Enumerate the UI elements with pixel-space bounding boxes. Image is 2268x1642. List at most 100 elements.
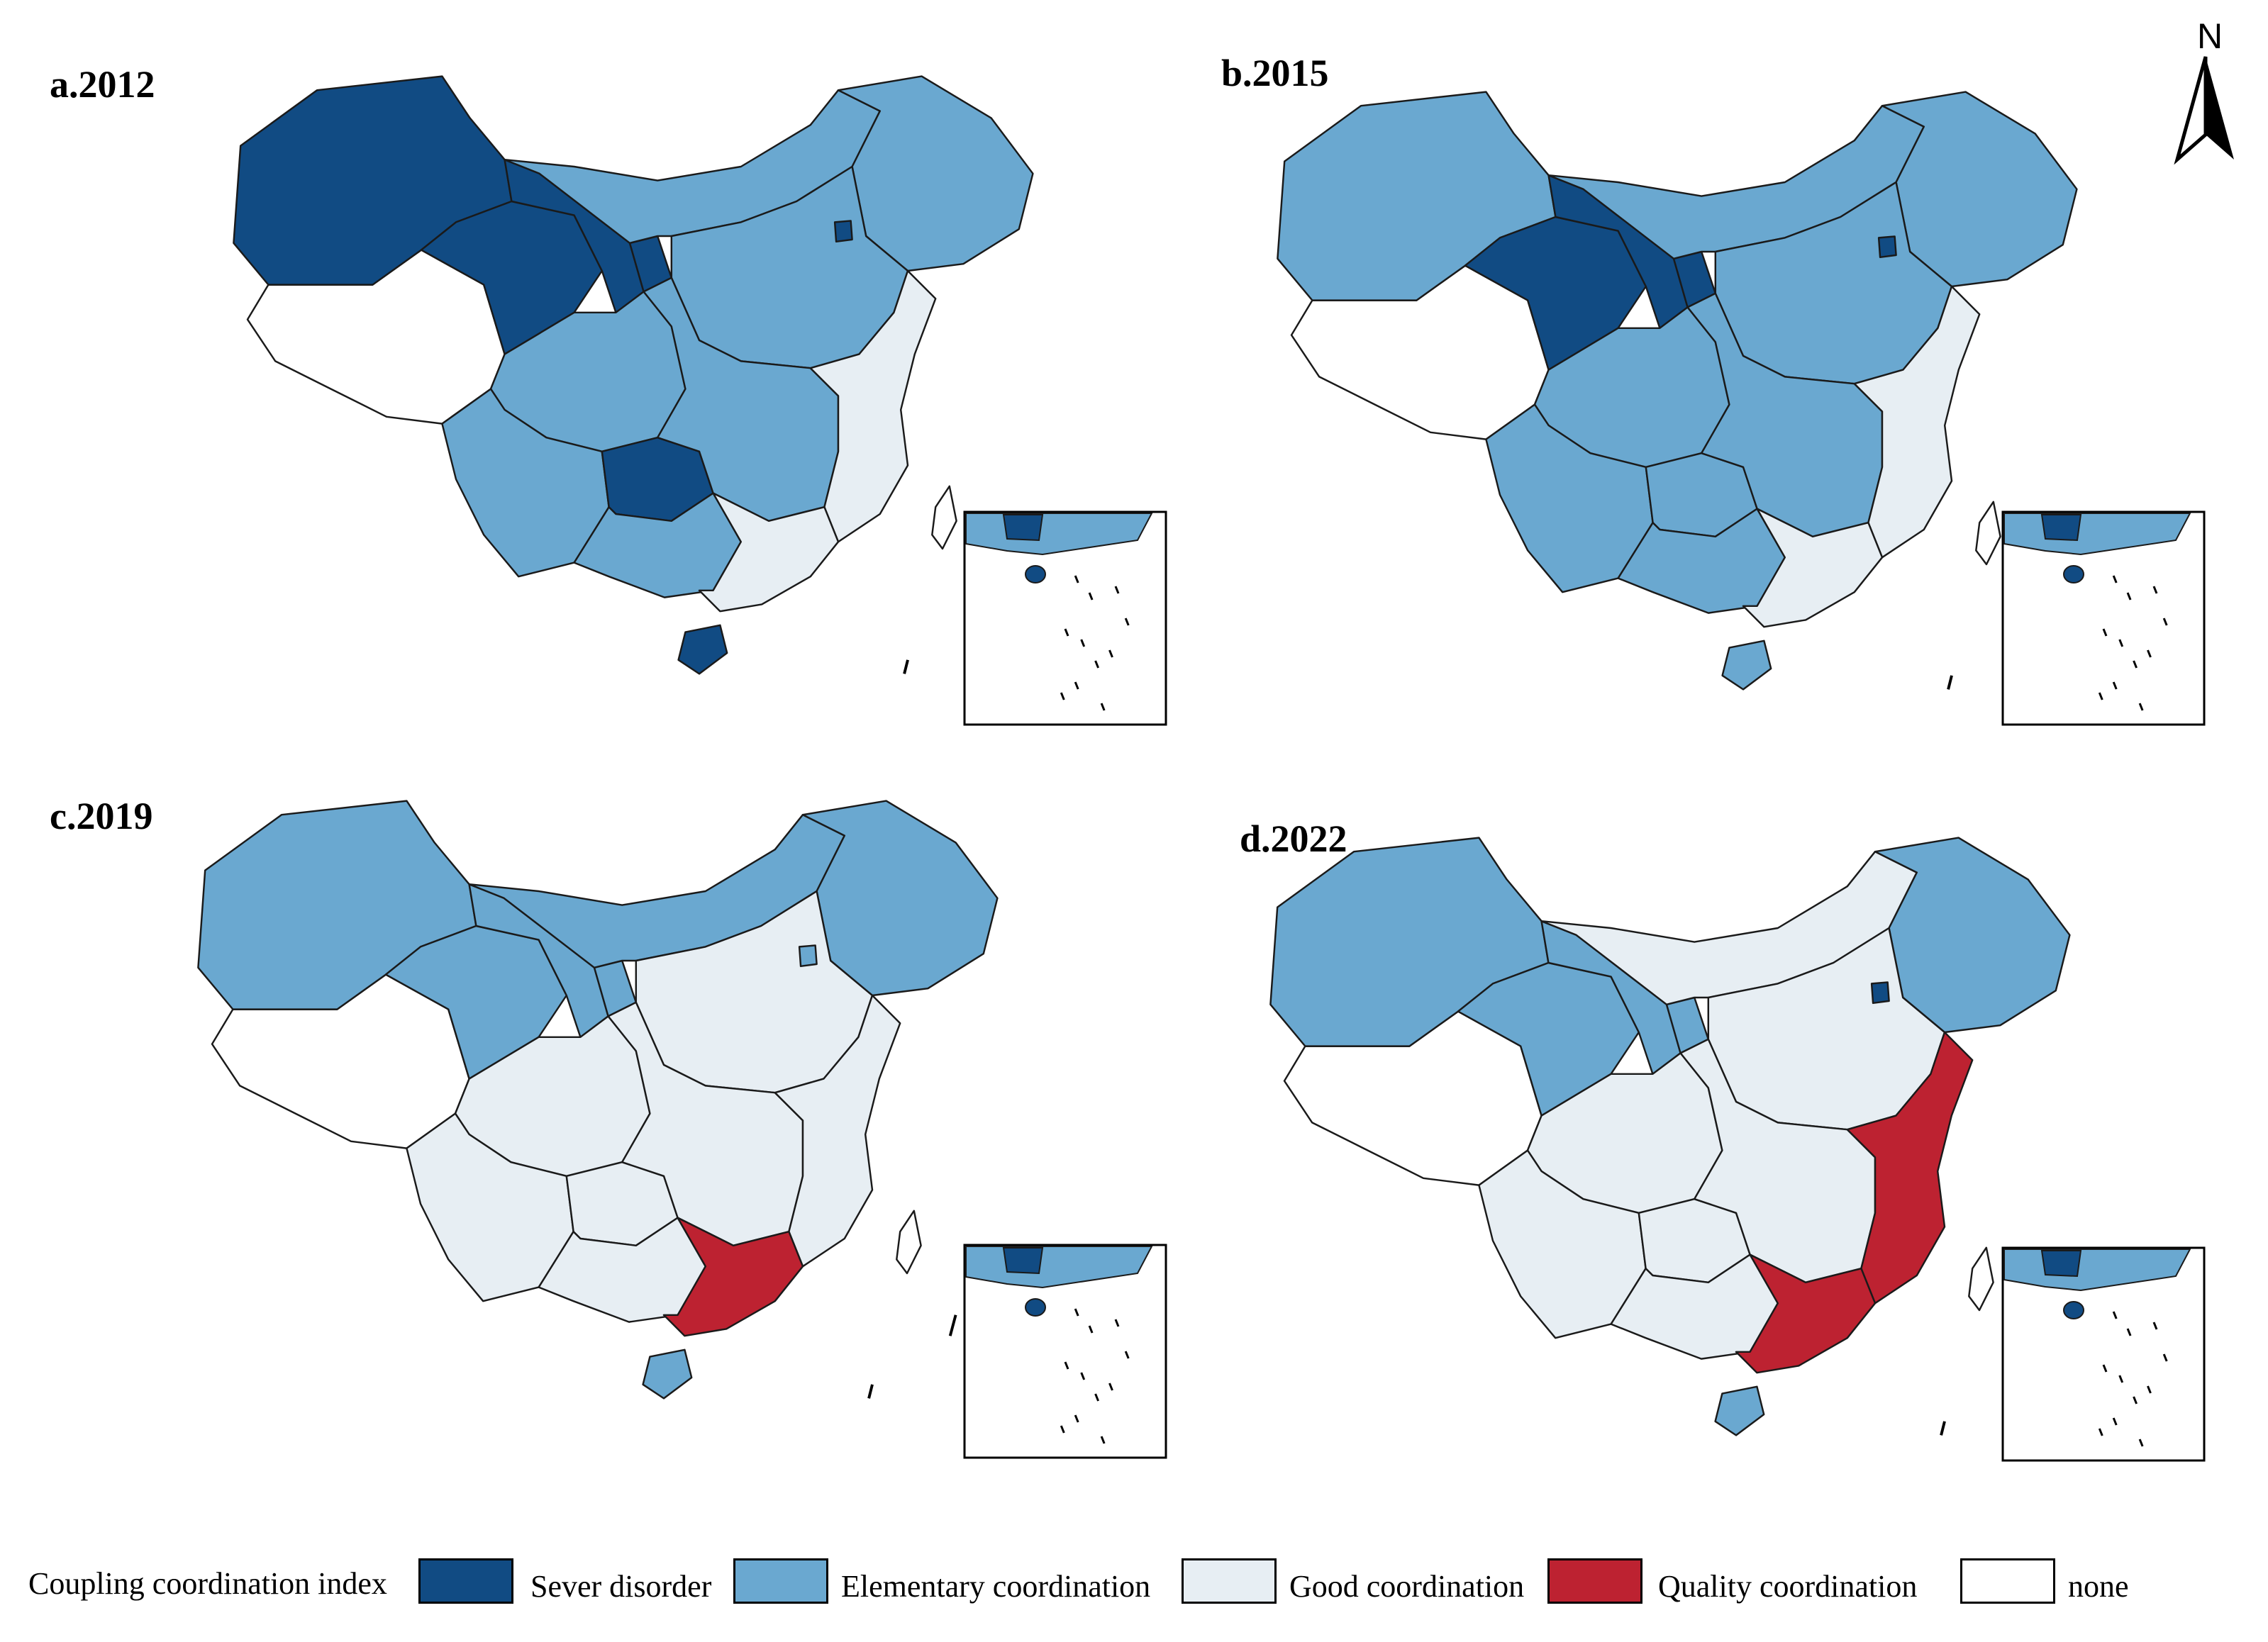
inset-island-mark [2102, 1364, 2108, 1373]
inset-island-mark [2112, 1311, 2118, 1319]
panel-title-b: b.2015 [1221, 52, 1329, 94]
legend-label-none: none [2068, 1569, 2129, 1604]
inset-hainan [2063, 565, 2084, 583]
region-beijing [1870, 981, 1890, 1005]
inset-island-mark [2133, 1396, 2138, 1404]
inset-island-mark [1088, 592, 1094, 601]
inset-region [1002, 514, 1044, 542]
inset-island-mark [2162, 618, 2168, 626]
region-eastcoast [809, 269, 937, 543]
inset-region [1002, 1247, 1044, 1275]
inset-island-mark [1074, 1414, 1079, 1423]
map-b [1277, 91, 2083, 691]
inset-island-mark [2162, 1353, 2168, 1362]
legend-title: Coupling coordination index [28, 1566, 387, 1601]
inset-island-mark [1094, 660, 1099, 669]
legend-swatch-quality [1547, 1558, 1642, 1604]
inset-island-mark [2133, 660, 2138, 669]
inset-island-mark [1088, 1325, 1094, 1334]
inset-island-mark [2112, 575, 2118, 583]
region-taiwan [1975, 501, 2001, 566]
region-guangdong [1742, 508, 1884, 628]
region-guangdong [698, 492, 840, 613]
inset-island-mark [1074, 575, 1079, 583]
inset-island-mark [1100, 1436, 1106, 1444]
legend-swatch-severe [418, 1558, 513, 1604]
inset-south-china-sea-a [963, 510, 1167, 726]
legend-swatch-none [1960, 1558, 2055, 1604]
region-hainan [642, 1348, 693, 1400]
panel-title-a: a.2012 [50, 63, 155, 106]
inset-island-mark [2152, 1322, 2158, 1330]
inset-hainan [1025, 1298, 1046, 1317]
inset-island-mark [2147, 649, 2152, 658]
inset-island-mark [1060, 692, 1065, 700]
region-taiwan [1968, 1246, 1994, 1312]
island-mark [903, 659, 909, 674]
legend-label-elementary: Elementary coordination [841, 1569, 1151, 1604]
inset-hainan [1025, 565, 1046, 583]
region-beijing [1877, 235, 1897, 259]
inset-south-china-sea-c [963, 1244, 1167, 1459]
inset-island-mark [1074, 1308, 1079, 1317]
region-eastcoast [1853, 285, 1981, 559]
region-guangxi [538, 1217, 707, 1323]
inset-island-mark [2118, 639, 2124, 647]
legend-label-good: Good coordination [1289, 1569, 1525, 1604]
inset-island-mark [2126, 1328, 2132, 1336]
legend: Coupling coordination index Sever disord… [0, 1553, 2268, 1631]
legend-label-quality: Quality coordination [1658, 1569, 1918, 1604]
region-hainan [677, 624, 728, 675]
inset-island-mark [2138, 1439, 2144, 1447]
region-northeast [1881, 91, 2078, 288]
inset-island-mark [1080, 639, 1086, 647]
inset-island-mark [1124, 618, 1130, 626]
region-northeast [801, 800, 999, 997]
inset-island-mark [2098, 692, 2103, 700]
inset-island-mark [2112, 681, 2118, 690]
region-guangxi [1617, 508, 1786, 614]
panel-title-c: c.2019 [50, 795, 153, 837]
map-d [1269, 837, 2076, 1436]
inset-island-mark [1124, 1351, 1130, 1359]
inset-island-mark [1114, 586, 1120, 594]
north-arrow-icon [2174, 56, 2234, 165]
inset-island-mark [2112, 1417, 2118, 1426]
legend-swatch-good [1182, 1558, 1277, 1604]
region-guangdong [662, 1217, 804, 1337]
map-c [197, 800, 1004, 1400]
inset-island-mark [1064, 1361, 1069, 1370]
region-hainan [1721, 640, 1772, 691]
inset-island-mark [1080, 1372, 1086, 1380]
region-taiwan [931, 485, 957, 550]
region-guangxi [1610, 1253, 1779, 1360]
inset-region [2040, 514, 2082, 542]
island-mark [1947, 675, 1953, 690]
inset-island-mark [2118, 1375, 2124, 1383]
region-taiwan [896, 1210, 922, 1275]
inset-island-mark [1060, 1425, 1065, 1434]
region-hainan [1714, 1385, 1765, 1436]
island-mark [1940, 1421, 1946, 1436]
inset-island-mark [2126, 592, 2132, 601]
inset-south-china-sea-b [2001, 510, 2206, 726]
inset-island-mark [2147, 1385, 2152, 1394]
region-northeast [1874, 837, 2071, 1034]
region-guangdong [1735, 1253, 1877, 1374]
inset-island-mark [1094, 1393, 1099, 1402]
island-mark [867, 1384, 874, 1399]
inset-island-mark [1074, 681, 1079, 690]
north-label: N [2197, 16, 2223, 56]
inset-south-china-sea-d [2001, 1246, 2206, 1462]
region-beijing [798, 944, 818, 968]
inset-island-mark [2138, 703, 2144, 711]
region-eastcoast [1846, 1031, 1974, 1305]
inset-island-mark [1100, 703, 1106, 711]
legend-label-severe: Sever disorder [530, 1569, 712, 1604]
region-guangxi [573, 492, 743, 598]
inset-island-mark [2098, 1428, 2103, 1436]
island-mark [948, 1314, 957, 1336]
inset-hainan [2063, 1301, 2084, 1319]
inset-island-mark [1064, 628, 1069, 637]
